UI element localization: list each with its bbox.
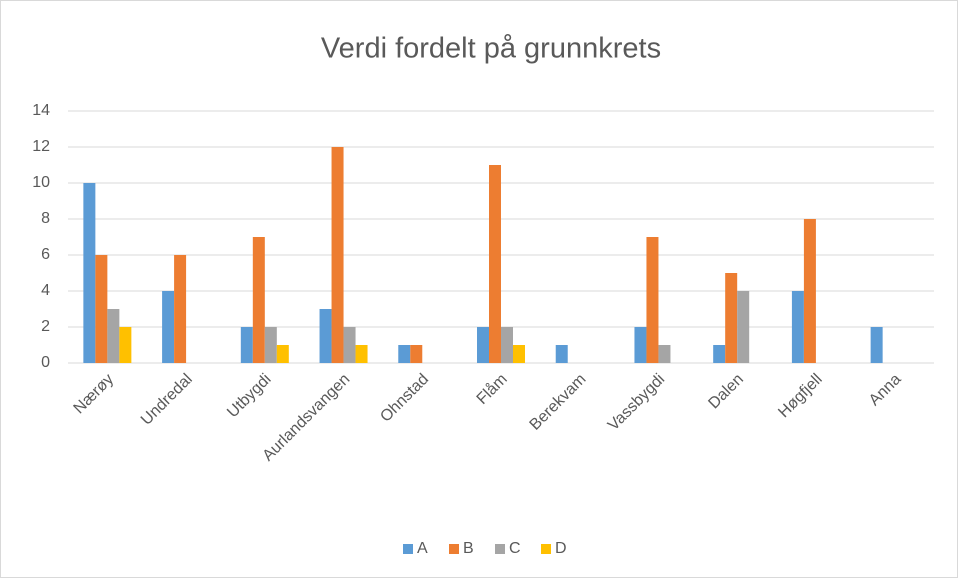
y-tick-label: 6 xyxy=(41,246,50,263)
y-tick-label: 12 xyxy=(32,138,50,155)
legend-swatch xyxy=(449,544,459,554)
bar xyxy=(252,237,265,363)
y-tick-label: 0 xyxy=(41,354,50,371)
bar xyxy=(240,327,253,363)
bar xyxy=(343,327,356,363)
bar xyxy=(501,327,513,363)
bar xyxy=(331,147,344,363)
y-tick-label: 4 xyxy=(41,282,50,299)
bar xyxy=(107,309,120,363)
bar xyxy=(162,291,175,363)
bar xyxy=(410,345,423,363)
bar xyxy=(489,165,501,363)
legend-label: B xyxy=(463,540,474,557)
legend-swatch xyxy=(495,544,505,554)
bar xyxy=(513,345,525,363)
bar xyxy=(95,255,108,363)
bar xyxy=(791,291,804,363)
bar xyxy=(646,237,659,363)
bar xyxy=(725,273,738,363)
y-tick-label: 2 xyxy=(41,318,50,335)
bar xyxy=(477,327,489,363)
bar xyxy=(119,327,132,363)
bar xyxy=(803,219,816,363)
legend-label: D xyxy=(555,540,567,557)
legend-label: A xyxy=(417,540,428,557)
y-tick-label: 8 xyxy=(41,210,50,227)
legend-label: C xyxy=(509,540,521,557)
bar xyxy=(83,183,96,363)
bar xyxy=(174,255,187,363)
chart-title: Verdi fordelt på grunnkrets xyxy=(321,33,661,65)
bar xyxy=(555,345,568,363)
bar xyxy=(355,345,368,363)
bar xyxy=(264,327,277,363)
legend-swatch xyxy=(403,544,413,554)
bar xyxy=(737,291,750,363)
bar xyxy=(398,345,411,363)
y-tick-label: 14 xyxy=(32,102,50,119)
y-tick-label: 10 xyxy=(32,174,50,191)
bar xyxy=(319,309,332,363)
legend-swatch xyxy=(541,544,551,554)
bar xyxy=(870,327,883,363)
bar xyxy=(634,327,647,363)
bar xyxy=(713,345,726,363)
bar xyxy=(276,345,289,363)
bar xyxy=(658,345,671,363)
